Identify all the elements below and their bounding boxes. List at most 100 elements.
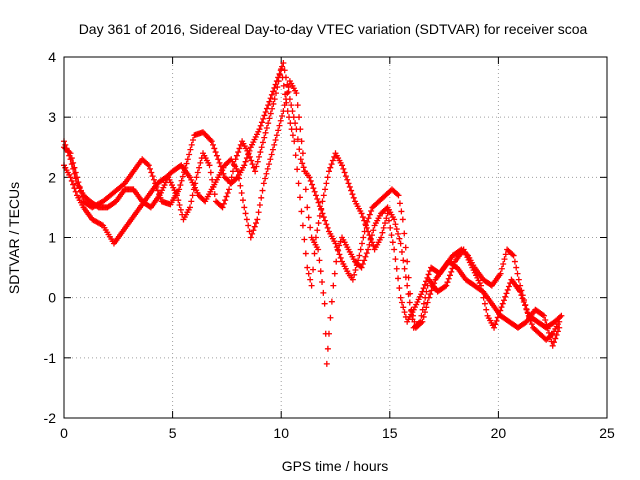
- data-point: [228, 174, 235, 181]
- data-point: [349, 276, 356, 283]
- data-point: [206, 162, 213, 169]
- data-point: [243, 216, 250, 223]
- data-point: [255, 209, 262, 216]
- data-point: [350, 194, 357, 201]
- data-point: [283, 99, 290, 106]
- data-point: [189, 192, 196, 199]
- data-point: [514, 270, 521, 277]
- data-point: [188, 141, 195, 148]
- data-point: [497, 270, 504, 277]
- data-point: [292, 152, 299, 159]
- data-point: [177, 182, 184, 189]
- data-point: [424, 299, 431, 306]
- data-point: [207, 136, 214, 143]
- data-point: [395, 275, 402, 282]
- data-point: [513, 264, 520, 271]
- data-point: [361, 217, 368, 224]
- data-point: [545, 329, 552, 336]
- data-point: [547, 334, 554, 341]
- data-point: [491, 324, 498, 331]
- data-point: [243, 155, 250, 162]
- data-point: [368, 239, 375, 246]
- data-point: [245, 150, 252, 157]
- data-point: [178, 177, 185, 184]
- data-point: [266, 98, 273, 105]
- data-point: [148, 169, 155, 176]
- data-point: [379, 229, 386, 236]
- data-point: [395, 192, 402, 199]
- data-point: [307, 224, 314, 231]
- data-point: [293, 90, 300, 97]
- data-point: [297, 126, 304, 133]
- data-point: [258, 144, 265, 151]
- data-point: [524, 309, 531, 316]
- data-point: [367, 235, 374, 242]
- data-point: [389, 239, 396, 246]
- data-point: [190, 186, 197, 193]
- data-point: [309, 181, 316, 188]
- data-point: [345, 180, 352, 187]
- data-point: [247, 234, 254, 241]
- data-point: [287, 120, 294, 127]
- data-point: [337, 254, 344, 261]
- data-point: [543, 321, 550, 328]
- data-point: [365, 246, 372, 253]
- data-point: [329, 157, 336, 164]
- data-point: [258, 119, 265, 126]
- data-point: [500, 297, 507, 304]
- data-point: [336, 242, 343, 249]
- data-point: [503, 290, 510, 297]
- data-point: [215, 156, 222, 163]
- data-point: [272, 137, 279, 144]
- data-point: [263, 170, 270, 177]
- data-point: [301, 168, 308, 175]
- data-point: [197, 159, 204, 166]
- data-point: [391, 216, 398, 223]
- y-tick-label: 0: [48, 290, 56, 306]
- data-point: [321, 300, 328, 307]
- data-point: [331, 270, 338, 277]
- data-point: [211, 145, 218, 152]
- data-point: [262, 109, 269, 116]
- data-point: [310, 266, 317, 273]
- data-point: [242, 210, 249, 217]
- data-point: [398, 299, 405, 306]
- data-point: [424, 274, 431, 281]
- data-point: [273, 132, 280, 139]
- data-point: [70, 159, 77, 166]
- data-point: [378, 234, 385, 241]
- data-point: [71, 170, 78, 177]
- data-point: [177, 206, 184, 213]
- data-point: [314, 227, 321, 234]
- data-point: [193, 174, 200, 181]
- y-axis-title: SDTVAR / TECUs: [6, 182, 22, 294]
- data-point: [315, 246, 322, 253]
- data-point: [299, 150, 306, 157]
- data-point: [448, 268, 455, 275]
- data-point: [320, 289, 327, 296]
- data-point: [423, 304, 430, 311]
- data-point: [259, 187, 266, 194]
- data-point: [330, 282, 337, 289]
- data-point: [266, 161, 273, 168]
- data-point: [176, 202, 183, 209]
- data-point: [294, 166, 301, 173]
- data-point: [402, 274, 409, 281]
- data-point: [263, 105, 270, 112]
- data-point: [315, 199, 322, 206]
- data-point: [327, 164, 334, 171]
- data-point: [226, 186, 233, 193]
- data-point: [483, 306, 490, 313]
- data-point: [401, 309, 408, 316]
- data-point: [357, 246, 364, 253]
- data-point: [325, 330, 332, 337]
- y-tick-label: 3: [48, 109, 56, 125]
- series-trace-b: [61, 78, 565, 367]
- data-point: [446, 272, 453, 279]
- data-point: [68, 177, 75, 184]
- data-point: [265, 120, 272, 127]
- data-point: [442, 283, 449, 290]
- data-point: [324, 174, 331, 181]
- data-point: [360, 234, 367, 241]
- data-point: [279, 112, 286, 119]
